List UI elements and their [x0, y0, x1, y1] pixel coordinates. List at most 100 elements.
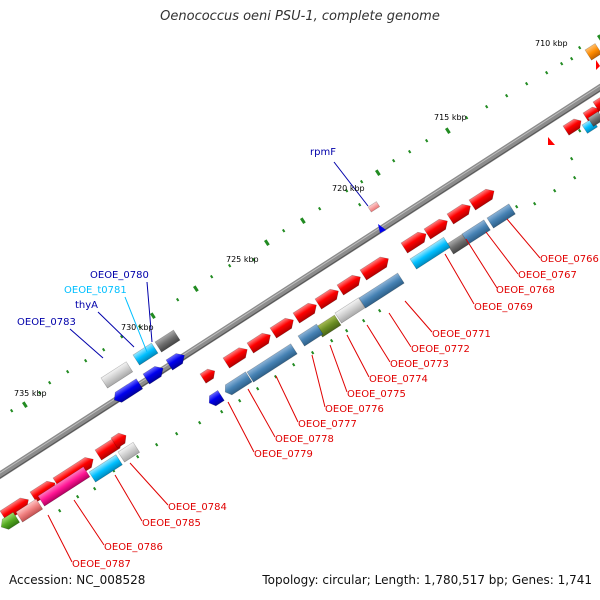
inner-tick — [533, 201, 537, 206]
accession-text: Accession: NC_008528 — [9, 573, 146, 587]
label-leader-lines — [47, 161, 541, 563]
inner-tick — [362, 318, 366, 323]
cds-forward-arrow — [292, 302, 317, 324]
leader-line — [465, 238, 498, 289]
inner-tick — [345, 328, 349, 333]
inner-tick — [330, 338, 334, 343]
inner-tick — [378, 308, 382, 313]
cds-forward-arrow — [400, 231, 427, 254]
scale-tick — [465, 115, 469, 120]
inner-tick — [515, 204, 519, 209]
gene-label[interactable]: OEOE_0785 — [142, 518, 201, 529]
leader-line — [227, 401, 255, 453]
scale-label: 710 kbp — [535, 39, 568, 48]
cds-forward-arrow — [199, 368, 216, 384]
leader-line — [404, 300, 433, 333]
gene-arrow — [132, 342, 159, 366]
scale-tick — [525, 81, 529, 86]
inner-tick — [75, 494, 80, 499]
inner-tick — [155, 442, 159, 447]
cds-forward-arrow — [314, 288, 339, 310]
feature-tracks — [0, 43, 600, 530]
cds-forward-arrow — [269, 317, 294, 339]
gene-label[interactable]: OEOE_0773 — [390, 359, 449, 370]
gene-label[interactable]: OEOE_0783 — [17, 317, 76, 328]
gene-label[interactable]: OEOE_0769 — [474, 302, 533, 313]
scale-tick — [360, 179, 364, 184]
gene-label[interactable]: thyA — [75, 300, 98, 311]
scale-labels: 710 kbp 715 kbp 720 kbp 725 kbp 730 kbp … — [14, 39, 568, 398]
leader-line — [146, 281, 153, 343]
cds-forward-arrow — [446, 203, 471, 225]
inner-tick — [577, 128, 582, 133]
scale-tick — [84, 358, 88, 363]
gene-label[interactable]: OEOE_0787 — [72, 559, 131, 570]
scale-tick — [210, 274, 214, 279]
scale-tick — [252, 257, 256, 262]
scale-tick — [227, 263, 232, 268]
gene-label[interactable]: rpmF — [310, 147, 336, 158]
leader-line — [69, 328, 104, 359]
inner-tick — [255, 386, 260, 391]
leader-line — [333, 161, 369, 207]
feature-block — [409, 236, 451, 270]
cds-forward-arrow — [468, 188, 495, 211]
scale-label: 730 kbp — [121, 323, 154, 332]
feature-block — [358, 272, 405, 309]
gene-label[interactable]: OEOE_0771 — [432, 329, 491, 340]
scale-tick — [425, 138, 429, 143]
gene-label[interactable]: OEOE_0786 — [104, 542, 163, 553]
scale-tick — [66, 369, 70, 374]
inner-tick — [219, 409, 224, 414]
scale-tick — [374, 169, 381, 177]
cds-forward-arrow — [222, 347, 248, 369]
leader-line — [311, 354, 326, 408]
gene-label[interactable]: OEOE_0775 — [347, 389, 406, 400]
scale-tick — [150, 312, 156, 320]
feature-block — [117, 441, 141, 463]
scale-tick — [505, 93, 509, 98]
cds-forward-arrow — [110, 432, 127, 449]
gene-label[interactable]: OEOE_0777 — [298, 419, 357, 430]
leader-line — [506, 218, 541, 259]
feature-block — [208, 390, 225, 407]
gene-label[interactable]: OEOE_0779 — [254, 449, 313, 460]
gene-label[interactable]: OEOE_t0781 — [64, 285, 127, 296]
scale-label: 715 kbp — [434, 113, 467, 122]
gene-label[interactable]: OEOE_0776 — [325, 404, 384, 415]
gene-label[interactable]: OEOE_0768 — [496, 285, 555, 296]
scale-tick — [408, 149, 412, 154]
gene-label[interactable]: OEOE_0767 — [518, 270, 577, 281]
inner-tick — [198, 420, 202, 425]
inner-tick — [573, 175, 577, 180]
scale-tick — [102, 347, 106, 352]
cds-forward-arrow — [246, 332, 271, 354]
gene-label[interactable]: OEOE_0772 — [411, 344, 470, 355]
scale-tick — [545, 70, 549, 75]
scale-tick — [263, 239, 270, 247]
gene-labels-top: rpmF OEOE_0780 OEOE_t0781 thyA OEOE_0783 — [17, 147, 336, 328]
scale-tick — [392, 158, 396, 163]
genome-summary-text: Topology: circular; Length: 1,780,517 bp… — [262, 573, 592, 587]
gene-arrow — [584, 43, 600, 61]
scale-tick — [317, 206, 322, 211]
scale-tick — [10, 408, 14, 413]
feature-block — [334, 297, 366, 324]
gene-label[interactable]: OEOE_0784 — [168, 502, 227, 513]
leader-line — [124, 296, 148, 353]
strand-marker-red — [548, 137, 555, 145]
cds-forward-arrow — [336, 274, 361, 296]
gene-label[interactable]: OEOE_0766 — [540, 254, 599, 265]
feature-block — [461, 219, 491, 245]
scale-tick — [119, 334, 124, 339]
inner-ring-ticks — [58, 128, 582, 513]
gene-label[interactable]: OEOE_0778 — [275, 434, 334, 445]
inner-tick — [174, 431, 179, 436]
leader-line — [97, 311, 135, 348]
inner-tick — [58, 508, 62, 513]
gene-label[interactable]: OEOE_0780 — [90, 270, 149, 281]
map-title: Oenococcus oeni PSU-1, complete genome — [160, 9, 440, 24]
gene-label[interactable]: OEOE_0774 — [369, 374, 428, 385]
genome-backbone — [0, 83, 600, 480]
